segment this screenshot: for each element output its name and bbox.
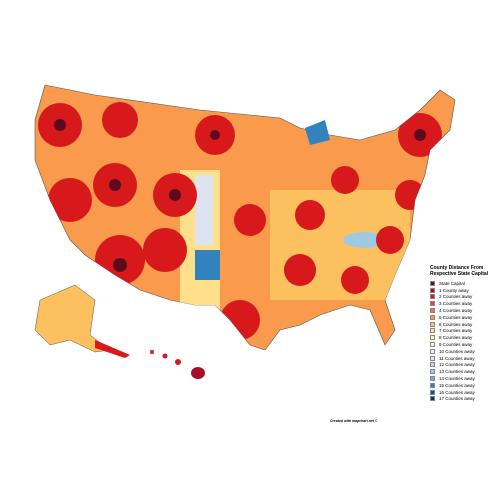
legend-swatch xyxy=(430,287,435,293)
alaska-panhandle xyxy=(95,340,130,358)
legend-swatch xyxy=(430,369,435,375)
legend-swatch xyxy=(430,396,435,402)
legend-swatch xyxy=(430,362,435,368)
legend-swatch xyxy=(430,348,435,354)
legend-swatch xyxy=(430,389,435,395)
legend-item: 17 Counties away xyxy=(430,396,498,403)
legend-swatch xyxy=(430,308,435,314)
legend-label: 7 Counties away xyxy=(439,328,473,334)
legend-item: 11 Counties away xyxy=(430,355,498,362)
legend-swatch xyxy=(430,382,435,388)
legend-label: 1 County away xyxy=(439,287,469,293)
legend-item: 8 Counties away xyxy=(430,334,498,341)
legend-item: 4 Counties away xyxy=(430,307,498,314)
legend-item: 3 Counties away xyxy=(430,300,498,307)
legend-label: 16 Counties away xyxy=(439,389,475,395)
legend-label: 4 Counties away xyxy=(439,308,473,314)
legend-label: 6 Counties away xyxy=(439,321,473,327)
legend-label: 10 Counties away xyxy=(439,348,475,354)
legend-label: 2 Counties away xyxy=(439,294,473,300)
legend-label: 17 Counties away xyxy=(439,396,475,402)
legend-swatch xyxy=(430,294,435,300)
legend-item: 15 Counties away xyxy=(430,382,498,389)
legend-label: 9 Counties away xyxy=(439,342,473,348)
legend: County Distance From Respective State Ca… xyxy=(430,265,498,402)
legend-title: County Distance From Respective State Ca… xyxy=(430,265,489,277)
legend-label: 11 Counties away xyxy=(439,355,475,361)
legend-swatch xyxy=(430,376,435,382)
legend-swatch xyxy=(430,328,435,334)
legend-label: 8 Counties away xyxy=(439,335,473,341)
credit: Created with mapchart.net © xyxy=(330,419,378,423)
legend-swatch xyxy=(430,301,435,307)
legend-item: 16 Counties away xyxy=(430,389,498,396)
legend-item: 10 Counties away xyxy=(430,348,498,355)
legend-label: 15 Counties away xyxy=(439,382,475,388)
legend-item: 2 Counties away xyxy=(430,294,498,301)
legend-swatch xyxy=(430,355,435,361)
legend-item: 1 County away xyxy=(430,287,498,294)
legend-item: State Capital xyxy=(430,280,498,287)
legend-item: 13 Counties away xyxy=(430,368,498,375)
legend-swatch xyxy=(430,321,435,327)
legend-label: 14 Counties away xyxy=(439,376,475,382)
alaska xyxy=(34,284,111,353)
legend-item: 14 Counties away xyxy=(430,375,498,382)
legend-item: 6 Counties away xyxy=(430,321,498,328)
legend-swatch xyxy=(430,314,435,320)
legend-swatch xyxy=(430,280,435,286)
legend-label: 5 Counties away xyxy=(439,314,473,320)
hawaii xyxy=(150,350,205,379)
legend-label: State Capital xyxy=(439,280,465,286)
legend-label: 3 Counties away xyxy=(439,301,473,307)
legend-item: 7 Counties away xyxy=(430,328,498,335)
legend-label: 12 Counties away xyxy=(439,362,475,368)
legend-item: 9 Counties away xyxy=(430,341,498,348)
legend-swatch xyxy=(430,342,435,348)
legend-swatch xyxy=(430,335,435,341)
legend-item: 5 Counties away xyxy=(430,314,498,321)
legend-label: 13 Counties away xyxy=(439,369,475,375)
legend-item: 12 Counties away xyxy=(430,362,498,369)
michigan-up xyxy=(305,120,330,145)
